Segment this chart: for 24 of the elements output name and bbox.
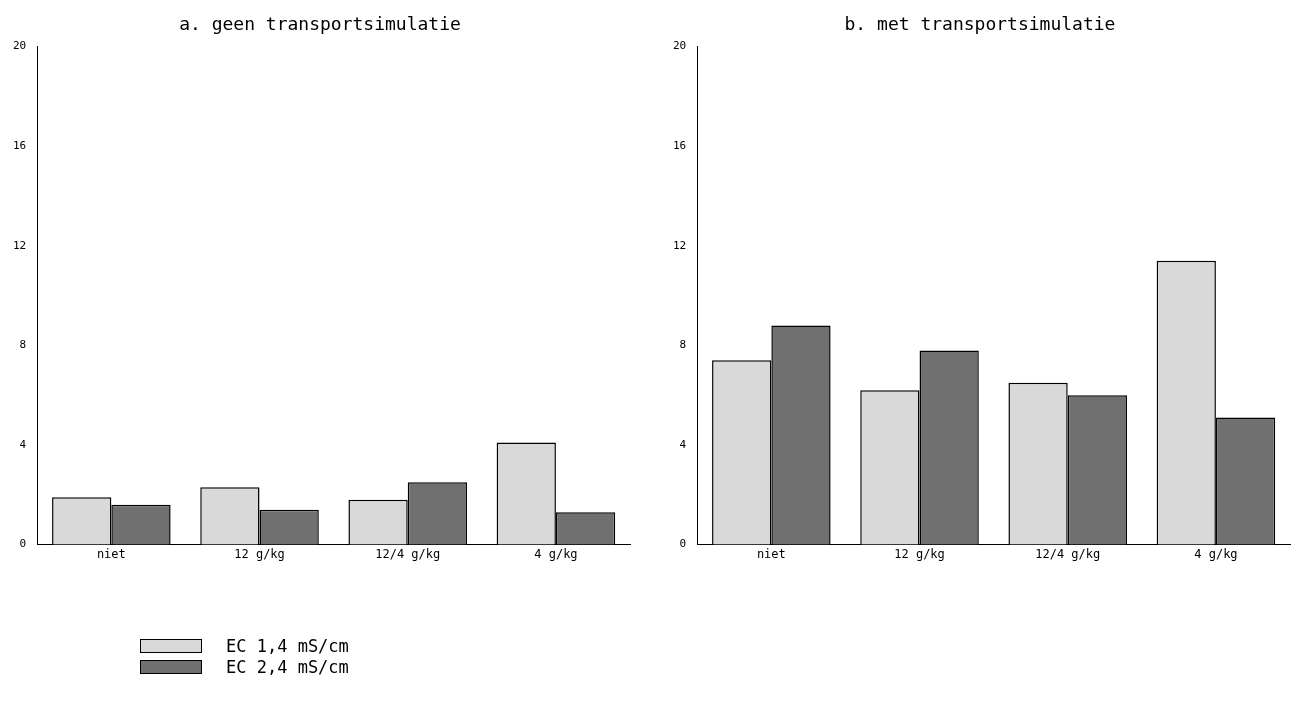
x-tick-label: 12 g/kg [234,546,285,561]
x-tick-label: 4 g/kg [534,546,578,561]
y-tick-label: 0 [679,537,687,551]
chart-title: b. met transportsimulatie [844,13,1116,35]
x-tick-label: 12/4 g/kg [1035,546,1101,561]
y-tick-label: 20 [673,39,687,53]
y-tick-label: 8 [679,338,687,352]
y-tick-label: 16 [13,139,27,153]
legend-label: EC 1,4 mS/cm [226,636,349,656]
y-tick-label: 4 [679,437,687,451]
x-tick-label: 12 g/kg [894,546,945,561]
x-tick-label: niet [756,546,786,561]
y-tick-label: 4 [19,437,27,451]
y-tick-label: 0 [19,537,27,551]
y-tick-label: 20 [13,39,27,53]
x-tick-label: niet [96,546,126,561]
legend-label: EC 2,4 mS/cm [226,657,349,677]
y-tick-label: 12 [673,238,687,252]
chart-title: a. geen transportsimulatie [179,13,461,35]
y-tick-label: 16 [673,139,687,153]
y-tick-label: 8 [19,338,27,352]
y-tick-label: 12 [13,238,27,252]
x-tick-label: 12/4 g/kg [375,546,441,561]
x-tick-label: 4 g/kg [1194,546,1238,561]
